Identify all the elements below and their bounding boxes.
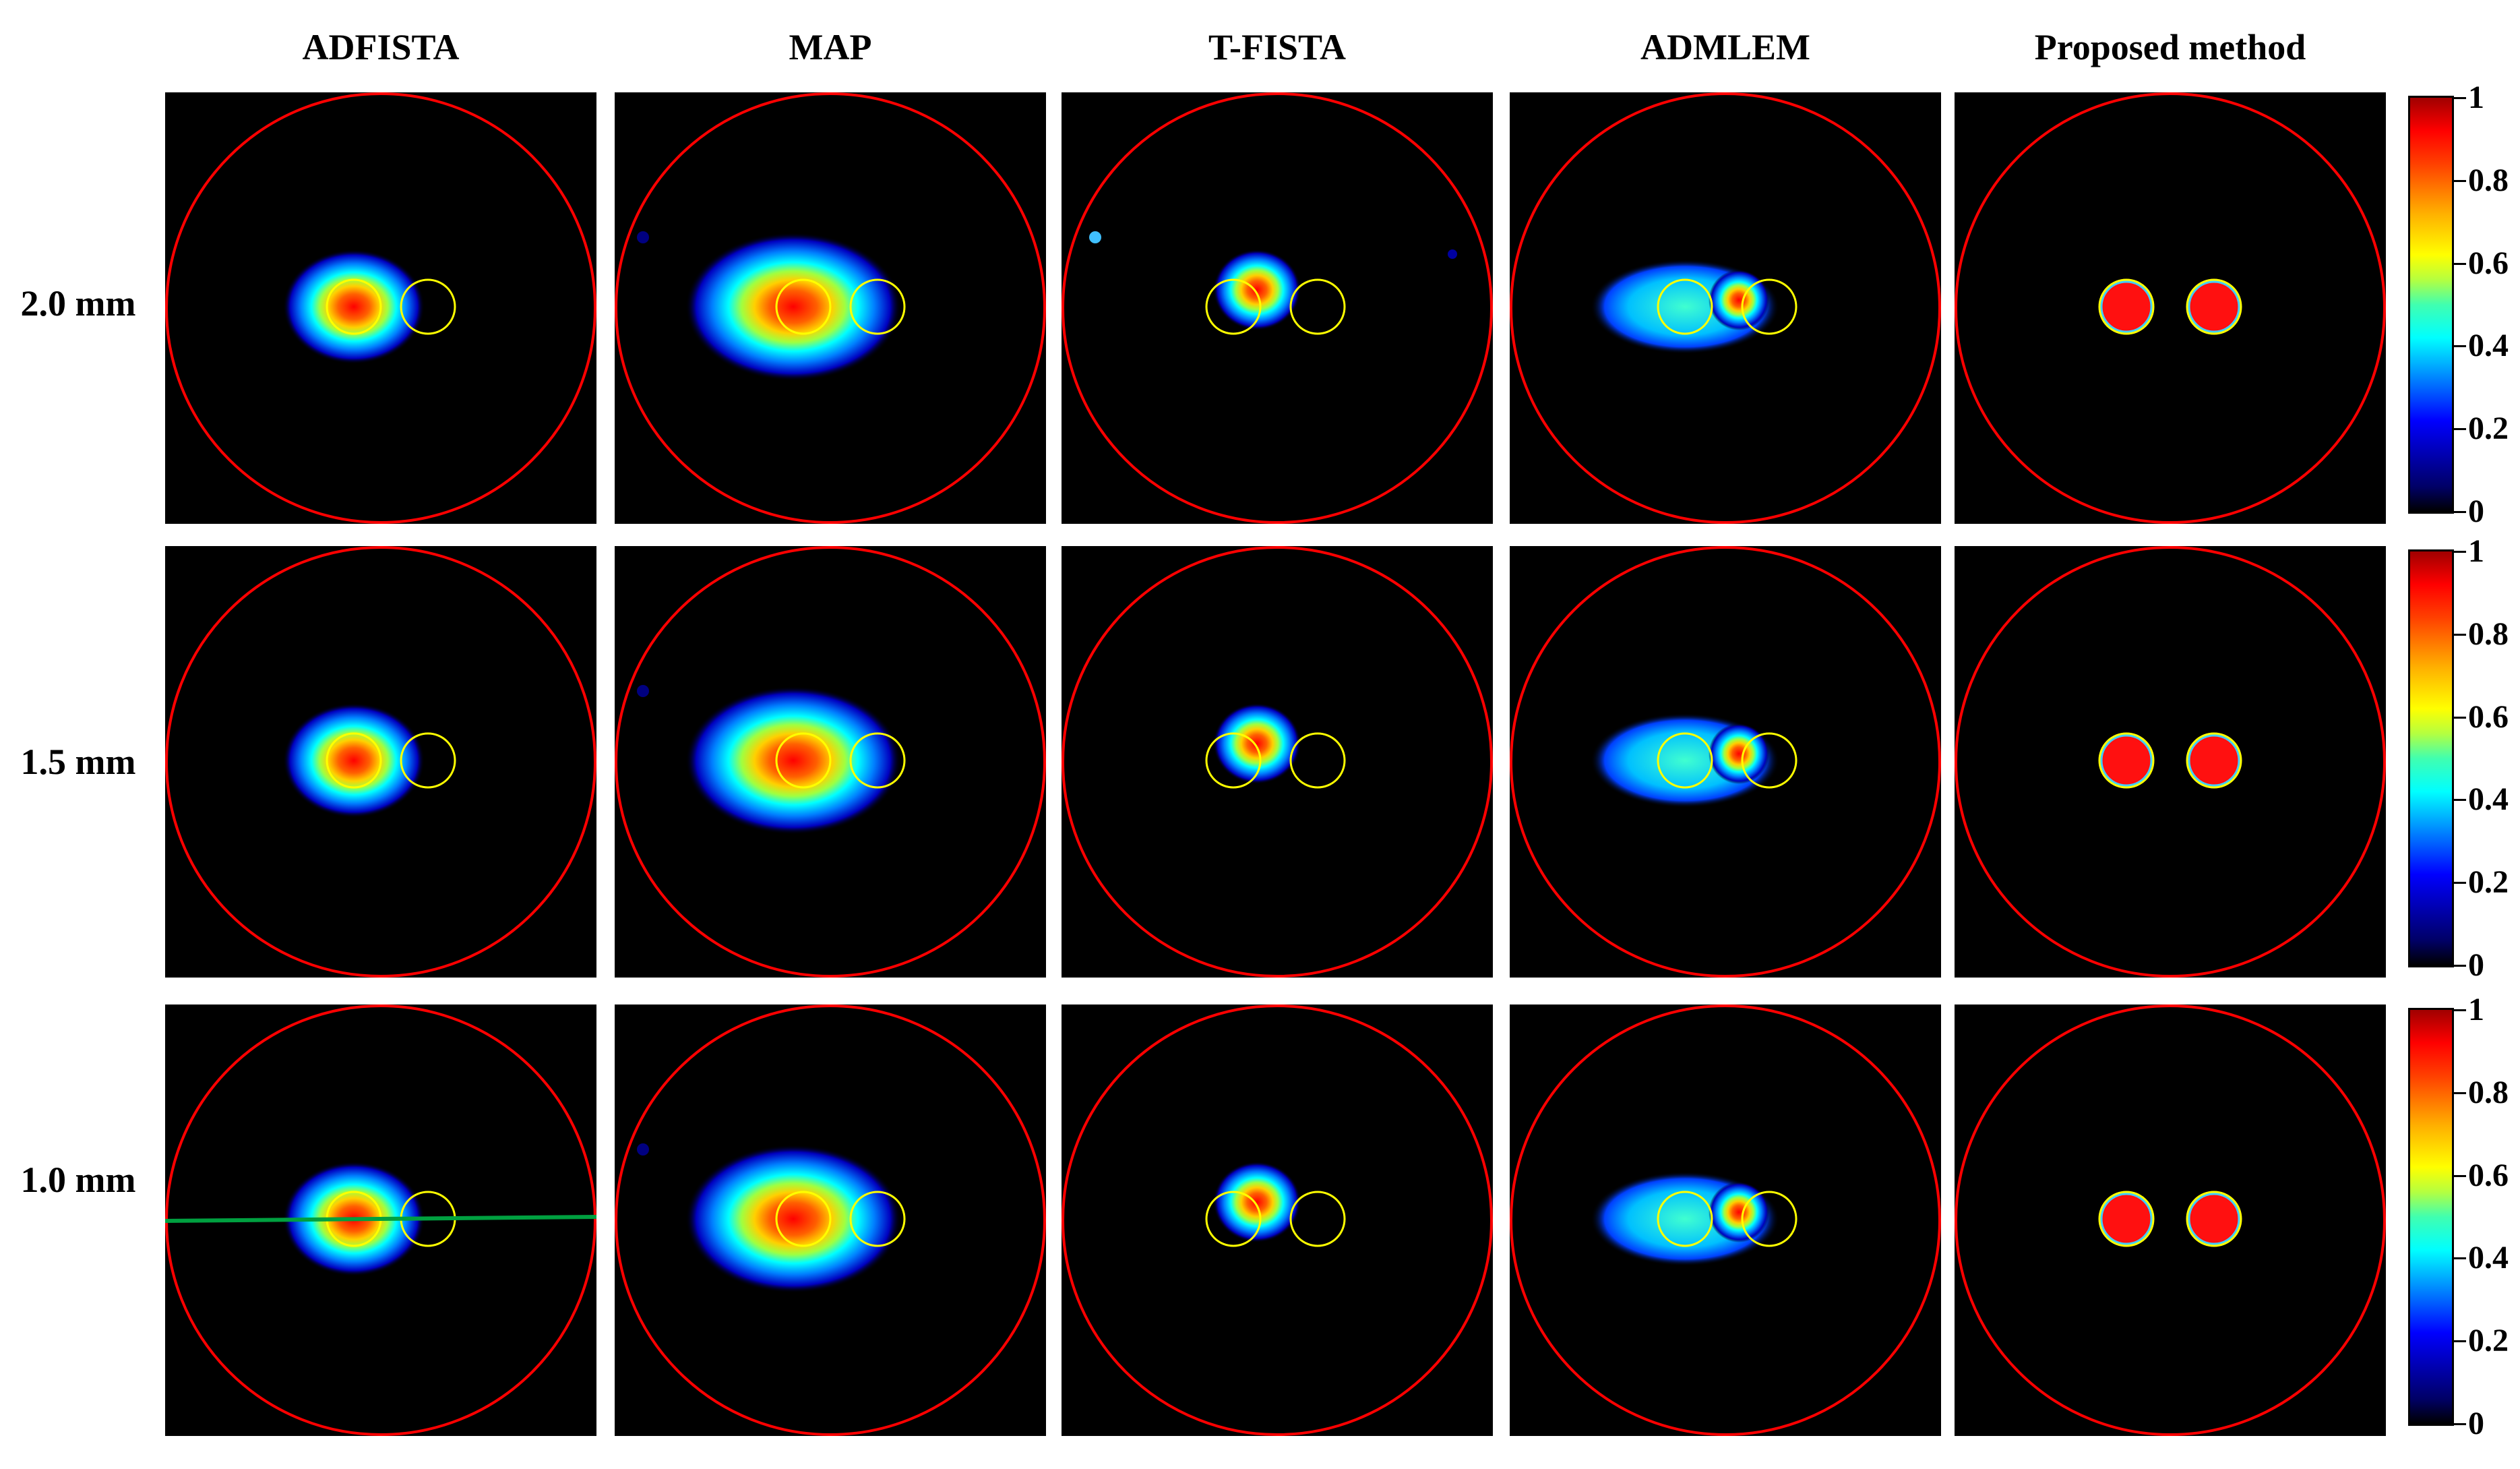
reconstruction-panel-map-1-5mm — [615, 546, 1046, 978]
colorbar-tick — [2454, 1174, 2466, 1177]
colorbar-2mm — [2408, 96, 2454, 514]
reconstruction-panel-admlem-1-5mm — [1510, 546, 1941, 978]
reconstruction-panel-admlem-2mm — [1510, 92, 1941, 524]
colorbar-tick-label: 1 — [2468, 533, 2484, 569]
colorbar-tick-label: 0.2 — [2468, 864, 2509, 901]
colorbar-tick-label: 0.6 — [2468, 245, 2509, 281]
colorbar-tick — [2454, 511, 2466, 513]
colorbar-tick-label: 0.4 — [2468, 328, 2509, 364]
colorbar-tick — [2454, 965, 2466, 967]
colorbar-gradient — [2410, 551, 2452, 965]
colorbar-tick-label: 0.8 — [2468, 162, 2509, 198]
colorbar-tick — [2454, 345, 2466, 348]
colorbar-tick — [2454, 1257, 2466, 1260]
colorbar-tick-label: 0.8 — [2468, 1074, 2509, 1110]
row-label-2mm: 2.0 mm — [20, 283, 136, 324]
column-title-admlem: ADMLEM — [1640, 27, 1810, 67]
reconstruction-panel-proposed-method-1mm — [1955, 1005, 2386, 1436]
colorbar-tick — [2454, 179, 2466, 182]
colorbar-tick-label: 0 — [2468, 493, 2484, 529]
colorbar-tick — [2454, 1009, 2466, 1011]
column-title-t-fista: T-FISTA — [1208, 27, 1347, 67]
reconstruction-panel-adfista-1-5mm — [165, 546, 596, 978]
row-label-1mm: 1.0 mm — [20, 1160, 136, 1200]
colorbar-tick — [2454, 97, 2466, 99]
colorbar-tick-label: 0.4 — [2468, 781, 2509, 818]
colorbar-tick-label: 1 — [2468, 80, 2484, 115]
reconstruction-panel-t-fista-1-5mm — [1062, 546, 1493, 978]
colorbar-1mm — [2408, 1008, 2454, 1426]
colorbar-tick-label: 0.2 — [2468, 1323, 2509, 1359]
colorbar-tick — [2454, 633, 2466, 636]
colorbar-tick — [2454, 1091, 2466, 1094]
colorbar-tick — [2454, 551, 2466, 553]
column-title-adfista: ADFISTA — [302, 27, 460, 67]
reconstruction-panel-admlem-1mm — [1510, 1005, 1941, 1436]
reconstruction-panel-t-fista-1mm — [1062, 1005, 1493, 1436]
colorbar-gradient — [2410, 1010, 2452, 1424]
colorbar-tick-label: 0.2 — [2468, 411, 2509, 447]
reconstruction-panel-t-fista-2mm — [1062, 92, 1493, 524]
colorbar-tick-label: 0 — [2468, 1406, 2484, 1441]
colorbar-tick-label: 0 — [2468, 947, 2484, 983]
colorbar-tick — [2454, 1340, 2466, 1343]
column-title-proposed-method: Proposed method — [2034, 27, 2306, 67]
row-label-1-5mm: 1.5 mm — [20, 742, 136, 782]
colorbar-gradient — [2410, 98, 2452, 512]
colorbar-tick-label: 1 — [2468, 992, 2484, 1027]
colorbar-tick — [2454, 799, 2466, 802]
colorbar-tick — [2454, 262, 2466, 265]
colorbar-tick-label: 0.6 — [2468, 1157, 2509, 1193]
reconstruction-panel-map-1mm — [615, 1005, 1046, 1436]
reconstruction-panel-proposed-method-1-5mm — [1955, 546, 2386, 978]
colorbar-tick-label: 0.4 — [2468, 1240, 2509, 1276]
colorbar-tick — [2454, 1423, 2466, 1425]
reconstruction-panel-adfista-1mm — [165, 1005, 596, 1436]
reconstruction-panel-proposed-method-2mm — [1955, 92, 2386, 524]
colorbar-tick-label: 0.8 — [2468, 616, 2509, 652]
colorbar-tick-label: 0.6 — [2468, 698, 2509, 735]
colorbar-tick — [2454, 716, 2466, 719]
column-title-map: MAP — [789, 27, 872, 67]
reconstruction-panel-map-2mm — [615, 92, 1046, 524]
colorbar-tick — [2454, 882, 2466, 885]
colorbar-tick — [2454, 428, 2466, 431]
reconstruction-panel-adfista-2mm — [165, 92, 596, 524]
colorbar-1-5mm — [2408, 549, 2454, 967]
